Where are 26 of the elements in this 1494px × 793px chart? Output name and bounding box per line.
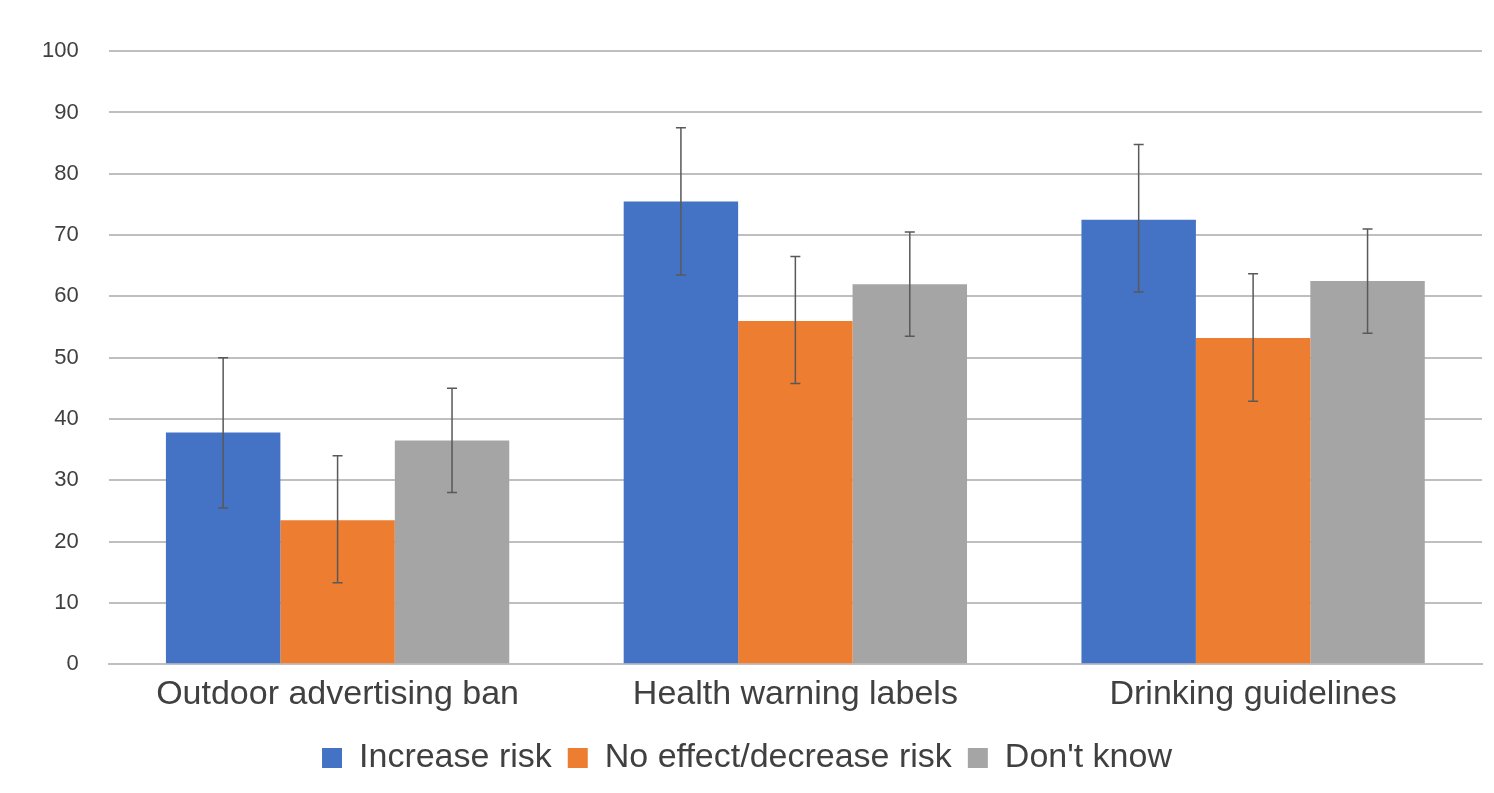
x-tick-label: Health warning labels — [632, 672, 958, 711]
x-tick-label: Drinking guidelines — [1109, 672, 1397, 711]
bar — [1081, 219, 1196, 664]
bar — [394, 440, 510, 664]
bar — [280, 520, 395, 664]
bar — [1310, 281, 1425, 664]
bar — [165, 432, 281, 664]
x-tick-label: Outdoor advertising ban — [156, 672, 520, 711]
bar — [623, 201, 739, 664]
y-tick-label: 0 — [66, 650, 79, 676]
y-tick-label: 40 — [54, 405, 79, 431]
bar — [738, 320, 853, 664]
legend-label: Increase risk — [359, 736, 553, 775]
legend-label: No effect/decrease risk — [604, 736, 953, 775]
y-tick-label: 30 — [54, 466, 79, 492]
legend-label: Don't know — [1004, 736, 1173, 775]
y-tick-label: 90 — [54, 98, 79, 124]
y-tick-label: 60 — [54, 282, 79, 308]
y-tick-label: 100 — [41, 37, 79, 63]
bar — [852, 284, 968, 664]
y-tick-label: 10 — [54, 588, 79, 614]
bar — [1195, 338, 1311, 664]
y-tick-label: 70 — [54, 221, 79, 247]
y-tick-label: 80 — [54, 159, 79, 185]
y-tick-label: 50 — [54, 343, 79, 369]
y-tick-label: 20 — [54, 527, 79, 553]
